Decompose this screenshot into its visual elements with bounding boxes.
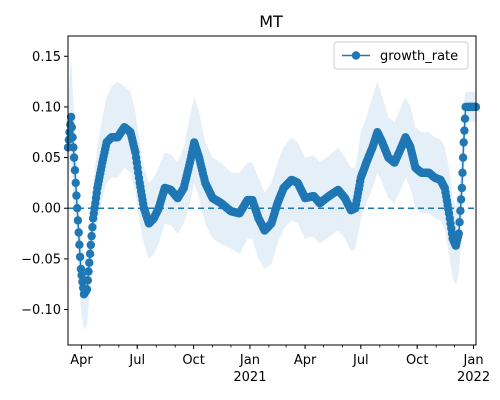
data-point <box>69 153 79 162</box>
legend-marker-swatch <box>351 51 361 60</box>
x-tick-label: Oct <box>406 353 428 368</box>
y-tick-label: 0.15 <box>32 50 61 65</box>
confidence-band-layer <box>68 56 476 330</box>
data-point <box>456 195 466 204</box>
data-point <box>69 143 78 152</box>
x-tick-label: Jul <box>352 353 369 368</box>
data-point <box>459 138 468 147</box>
chart-title: MT <box>259 12 283 31</box>
data-point <box>74 228 83 237</box>
y-tick-label: 0.05 <box>32 151 61 166</box>
y-tick-label: −0.05 <box>21 252 61 267</box>
data-point <box>87 231 96 241</box>
data-point <box>72 191 81 200</box>
data-point <box>88 223 97 232</box>
x-tick-label: Jan <box>239 353 260 368</box>
data-point <box>455 218 464 227</box>
data-point <box>458 153 468 162</box>
data-point <box>76 264 86 274</box>
x-tick-year-label: 2022 <box>457 370 490 385</box>
data-point <box>83 276 93 285</box>
x-tick-label: Jul <box>128 353 145 368</box>
data-point <box>75 240 84 249</box>
data-point <box>456 206 465 215</box>
data-point <box>454 229 463 238</box>
x-tick-label: Jan <box>463 353 484 368</box>
data-point <box>84 267 93 276</box>
x-tick-label: Apr <box>294 353 317 368</box>
y-tick-label: −0.10 <box>21 303 61 318</box>
plot-frame <box>67 35 477 346</box>
y-tick-label: 0.10 <box>32 100 61 115</box>
x-tick-year-label: 2021 <box>233 370 266 385</box>
data-point <box>67 123 77 132</box>
series-layer <box>63 102 481 299</box>
data-point <box>70 166 80 175</box>
data-point <box>82 285 92 294</box>
data-point <box>460 114 470 123</box>
axes-layer: −0.10 −0.05 0.00 0.05 0.10 0.15 Apr Jul Oct Jan 20… <box>21 35 490 385</box>
data-point <box>457 183 467 193</box>
data-point <box>73 204 82 213</box>
data-point <box>458 168 467 177</box>
legend: growth_rate <box>333 41 469 70</box>
data-point <box>71 178 80 188</box>
data-point <box>77 271 86 280</box>
data-point <box>85 249 95 258</box>
legend-label: growth_rate <box>380 49 458 64</box>
data-point <box>460 126 469 135</box>
data-point <box>73 216 83 225</box>
x-tick-label: Oct <box>182 353 204 368</box>
data-point <box>68 133 77 142</box>
legend-box <box>333 41 469 70</box>
confidence-band <box>68 56 476 330</box>
data-point <box>85 258 94 267</box>
y-tick-label: 0.00 <box>32 202 61 217</box>
data-point <box>66 112 76 122</box>
x-tick-label: Apr <box>70 353 93 368</box>
data-point <box>86 240 96 250</box>
data-point <box>75 252 85 262</box>
